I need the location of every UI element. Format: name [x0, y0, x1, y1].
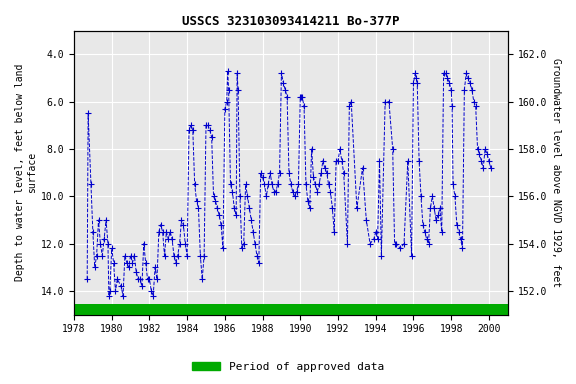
- Y-axis label: Depth to water level, feet below land
surface: Depth to water level, feet below land su…: [15, 64, 37, 281]
- Y-axis label: Groundwater level above NGVD 1929, feet: Groundwater level above NGVD 1929, feet: [551, 58, 561, 287]
- Legend: Period of approved data: Period of approved data: [188, 358, 388, 377]
- Bar: [74, 304, 507, 315]
- Title: USSCS 323103093414211 Bo-377P: USSCS 323103093414211 Bo-377P: [182, 15, 400, 28]
